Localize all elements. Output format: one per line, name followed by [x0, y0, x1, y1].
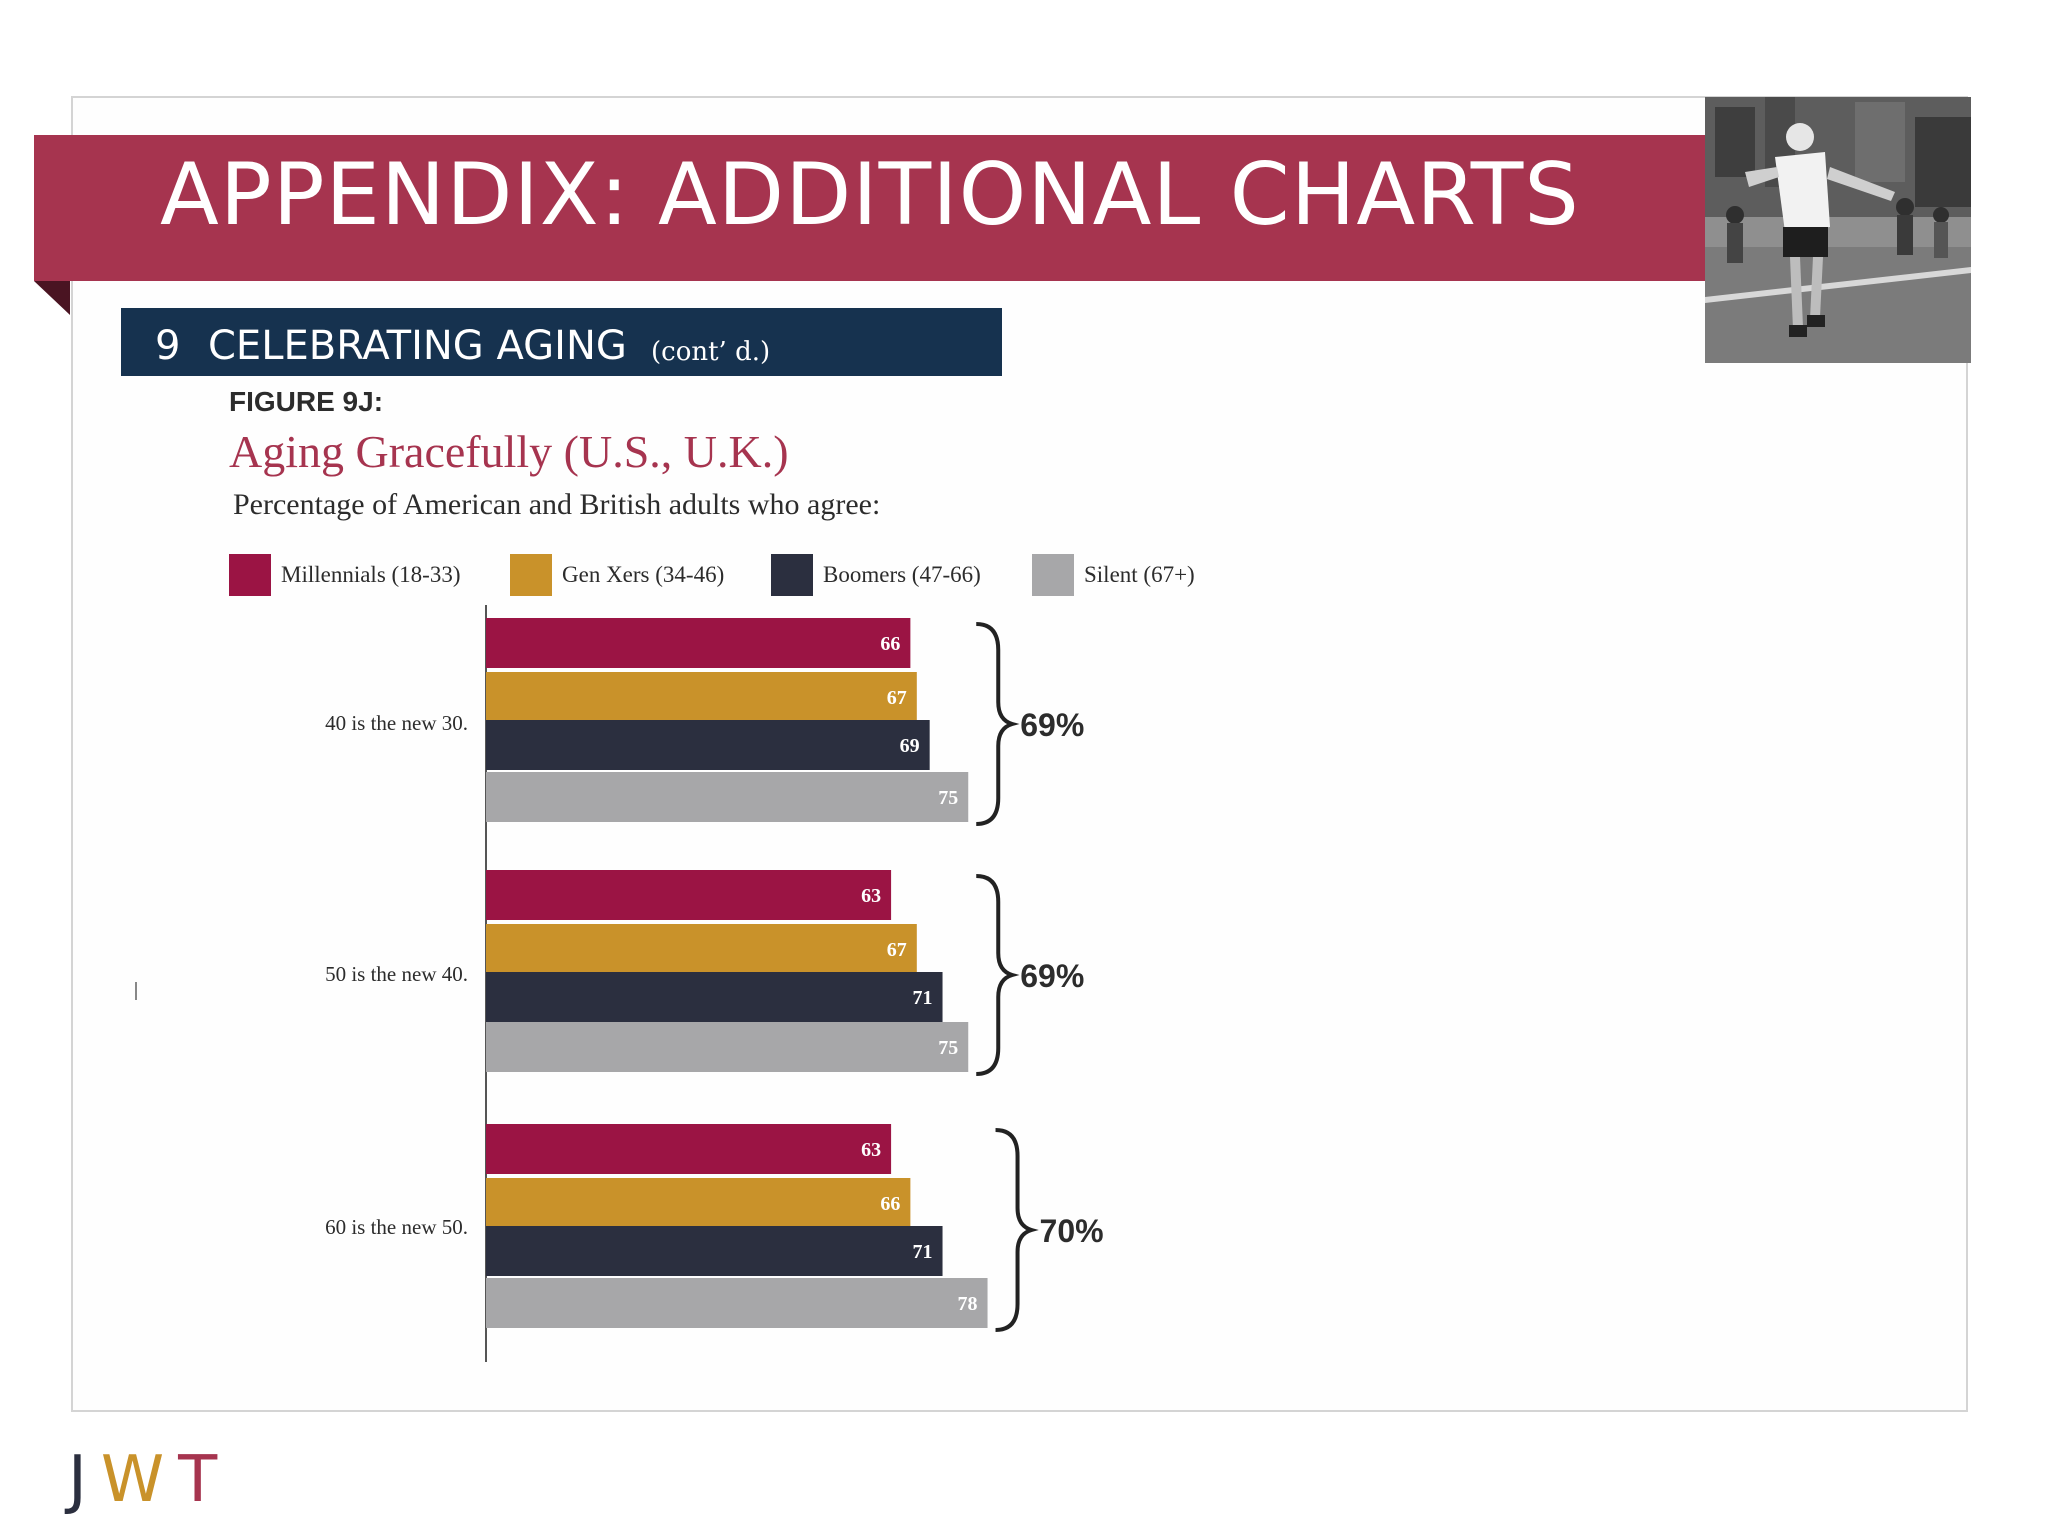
logo-letter-j: J [68, 1443, 87, 1517]
total-label-60: 70% [1040, 1213, 1104, 1249]
figure-label: FIGURE 9J: [229, 386, 384, 417]
legend-label-gen-xers: Gen Xers (34-46) [562, 562, 725, 587]
bar-value-50-millennials: 63 [861, 885, 881, 907]
chart-title: Aging Gracefully (U.S., U.K.) [229, 426, 789, 477]
brace-60 [995, 1128, 1039, 1332]
legend-label-millennials: Millennials (18-33) [281, 562, 461, 587]
bar-value-60-silent: 78 [958, 1293, 978, 1315]
category-label-50: 50 is the new 40. [325, 962, 468, 986]
legend-swatch-silent [1032, 554, 1074, 596]
bar-60-gen-xers [486, 1178, 911, 1228]
brace-50 [976, 874, 1020, 1076]
legend-swatch-gen-xers [510, 554, 552, 596]
bar-value-50-silent: 75 [938, 1037, 958, 1059]
bar-value-40-gen-xers: 67 [887, 687, 907, 709]
logo-letter-t: T [178, 1443, 218, 1517]
legend-label-boomers: Boomers (47-66) [823, 562, 981, 587]
bar-60-millennials [486, 1124, 892, 1174]
page-title: APPENDIX: ADDITIONAL CHARTS [160, 145, 1580, 245]
legend-label-silent: Silent (67+) [1084, 562, 1195, 587]
bar-value-40-silent: 75 [938, 787, 958, 809]
bar-60-boomers [486, 1226, 943, 1276]
brace-40 [976, 622, 1020, 826]
title-band-fold [34, 281, 70, 315]
bar-value-40-millennials: 66 [880, 633, 900, 655]
total-label-40: 69% [1020, 707, 1084, 743]
legend-swatch-boomers [771, 554, 813, 596]
legend-swatch-millennials [229, 554, 271, 596]
category-label-40: 40 is the new 30. [325, 711, 468, 735]
bar-value-60-gen-xers: 66 [880, 1193, 900, 1215]
bar-value-40-boomers: 69 [900, 735, 920, 757]
bar-40-gen-xers [486, 672, 917, 722]
chart-subtitle: Percentage of American and British adult… [233, 488, 881, 521]
section-number: 9 [155, 323, 181, 369]
bar-value-60-boomers: 71 [913, 1241, 933, 1263]
bar-value-50-boomers: 71 [913, 987, 933, 1009]
left-tick-mark [135, 982, 137, 1000]
total-label-50: 69% [1020, 958, 1084, 994]
title-band [34, 135, 1706, 281]
bar-value-50-gen-xers: 67 [887, 939, 907, 961]
bar-value-60-millennials: 63 [861, 1139, 881, 1161]
section-title: CELEBRATING AGING [208, 323, 627, 369]
category-label-60: 60 is the new 50. [325, 1215, 468, 1239]
section-subtitle: (cont’ d.) [651, 337, 771, 367]
runner-photo [1705, 97, 1971, 363]
bar-60-silent [486, 1278, 988, 1328]
bar-50-millennials [486, 870, 892, 920]
bar-50-boomers [486, 972, 943, 1022]
logo-letter-w: W [100, 1443, 165, 1517]
section-band [121, 308, 1002, 376]
bar-40-millennials [486, 618, 911, 668]
bar-50-silent [486, 1022, 969, 1072]
bar-40-boomers [486, 720, 930, 770]
bar-50-gen-xers [486, 924, 917, 974]
bar-40-silent [486, 772, 969, 822]
